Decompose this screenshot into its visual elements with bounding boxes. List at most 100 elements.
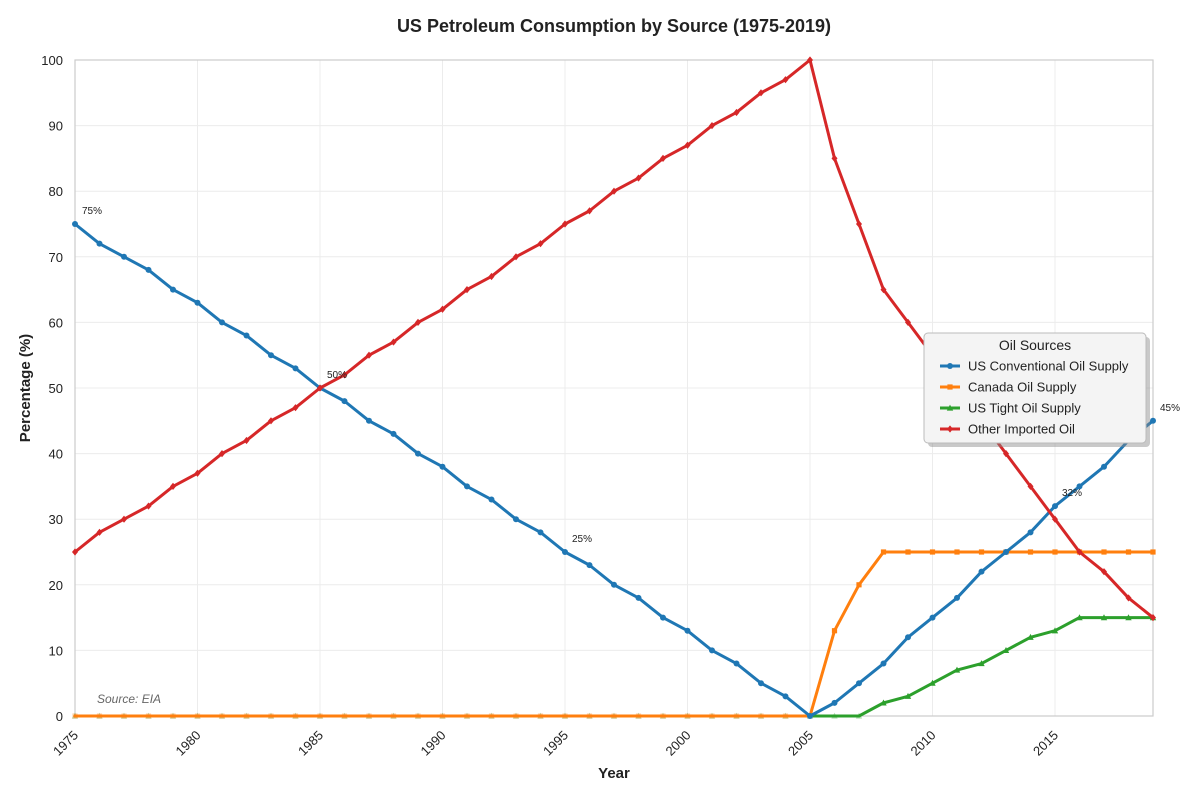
marker-diamond xyxy=(660,154,666,162)
marker-square xyxy=(947,384,953,390)
marker-circle xyxy=(782,693,789,700)
marker-circle xyxy=(1027,529,1034,536)
marker-square xyxy=(1150,549,1156,555)
marker-circle xyxy=(660,614,666,621)
legend-entry: Canada Oil Supply xyxy=(940,380,1077,395)
marker-triangle xyxy=(904,692,912,699)
marker-circle xyxy=(880,660,887,667)
marker-circle xyxy=(513,516,519,523)
marker-square xyxy=(341,713,348,719)
marker-square xyxy=(219,713,225,719)
marker-circle xyxy=(1101,463,1107,470)
marker-circle xyxy=(145,266,152,273)
legend-label: Canada Oil Supply xyxy=(968,380,1077,395)
marker-circle xyxy=(341,398,348,405)
marker-diamond xyxy=(1003,450,1009,458)
y-tick-label: 100 xyxy=(41,53,63,68)
marker-circle xyxy=(929,614,936,621)
legend-entries: US Conventional Oil Supply Canada Oil Sup… xyxy=(940,359,1129,437)
marker-diamond xyxy=(856,220,862,228)
legend-label: US Conventional Oil Supply xyxy=(968,359,1129,374)
data-annotation: 45% xyxy=(1160,403,1180,414)
marker-square xyxy=(1125,549,1132,555)
annotations: 75% 50% 25% 32% 45% xyxy=(82,206,1180,545)
marker-square xyxy=(268,713,274,719)
marker-diamond xyxy=(1052,515,1058,523)
marker-diamond xyxy=(1076,548,1083,556)
marker-circle xyxy=(219,319,225,326)
marker-diamond xyxy=(1101,568,1107,576)
marker-square xyxy=(1052,549,1058,555)
marker-circle xyxy=(807,713,813,719)
legend-box xyxy=(923,332,1147,444)
marker-square xyxy=(513,713,519,719)
marker-square xyxy=(782,713,789,719)
y-tick-label: 20 xyxy=(49,578,63,593)
marker-triangle xyxy=(929,679,936,686)
marker-triangle xyxy=(1100,614,1108,621)
marker-diamond xyxy=(268,417,274,425)
marker-diamond xyxy=(611,187,617,195)
marker-square xyxy=(929,549,936,555)
marker-circle xyxy=(635,594,642,601)
marker-square xyxy=(121,713,127,719)
y-axis-label: Percentage (%) xyxy=(17,334,34,442)
marker-square xyxy=(464,713,470,719)
marker-circle xyxy=(72,221,78,227)
marker-triangle xyxy=(1076,614,1083,621)
marker-circle xyxy=(733,660,740,667)
marker-circle xyxy=(758,680,764,687)
marker-circle xyxy=(905,634,911,641)
marker-triangle xyxy=(855,712,863,719)
marker-diamond xyxy=(488,272,495,281)
marker-diamond xyxy=(880,286,887,294)
marker-circle xyxy=(954,594,960,601)
marker-circle xyxy=(684,627,691,634)
marker-circle xyxy=(1076,483,1083,490)
marker-square xyxy=(194,713,201,719)
y-tick-label: 70 xyxy=(49,250,63,265)
marker-square xyxy=(439,713,446,719)
marker-square xyxy=(635,713,642,719)
marker-diamond xyxy=(733,108,740,117)
data-annotation: 50% xyxy=(327,370,347,381)
marker-square xyxy=(856,582,862,588)
marker-square xyxy=(684,713,691,719)
marker-square xyxy=(390,713,397,719)
marker-square xyxy=(1027,549,1034,555)
marker-circle xyxy=(170,286,176,293)
marker-square xyxy=(562,713,568,719)
marker-diamond xyxy=(1027,482,1034,490)
marker-triangle xyxy=(1002,647,1010,653)
marker-circle xyxy=(947,363,953,369)
marker-triangle xyxy=(953,666,961,673)
marker-diamond xyxy=(1150,614,1156,622)
marker-circle xyxy=(243,332,250,339)
marker-circle xyxy=(268,352,274,359)
y-tick-label: 80 xyxy=(49,184,63,199)
marker-diamond xyxy=(415,318,421,326)
marker-diamond xyxy=(317,384,323,392)
marker-diamond xyxy=(194,469,201,477)
chart-title: US Petroleum Consumption by Source (1975… xyxy=(397,16,831,36)
marker-square xyxy=(292,713,299,719)
legend-label: Other Imported Oil xyxy=(968,422,1075,437)
marker-diamond xyxy=(537,240,544,248)
marker-diamond xyxy=(121,515,127,523)
marker-diamond xyxy=(1125,594,1132,602)
legend-title: Oil Sources xyxy=(999,337,1071,353)
marker-diamond xyxy=(341,371,348,379)
marker-circle xyxy=(1052,503,1058,510)
marker-square xyxy=(1101,549,1107,555)
y-tick-label: 90 xyxy=(49,119,63,134)
marker-diamond xyxy=(72,548,78,556)
marker-triangle xyxy=(1125,614,1132,621)
marker-square xyxy=(660,713,666,719)
marker-square xyxy=(831,628,838,634)
legend: Oil Sources US Conventional Oil Supply Ca… xyxy=(923,332,1150,447)
y-tick-label: 60 xyxy=(49,315,63,330)
marker-circle xyxy=(366,417,372,424)
marker-circle xyxy=(856,680,862,687)
marker-circle xyxy=(978,568,985,575)
